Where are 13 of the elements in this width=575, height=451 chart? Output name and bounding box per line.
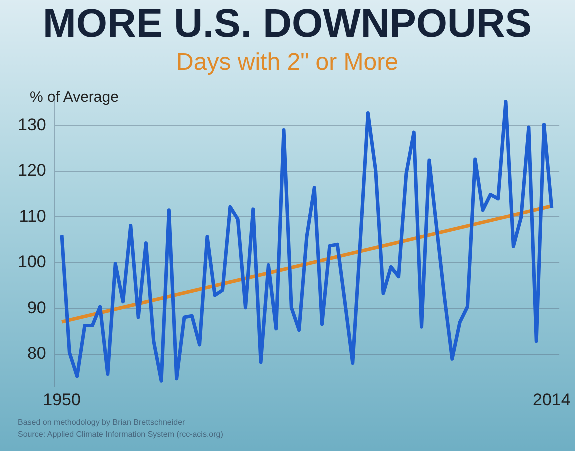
y-tick-label: 90: [27, 298, 46, 318]
y-tick-label: 110: [19, 206, 46, 226]
y-axis-title: % of Average: [30, 89, 119, 106]
x-tick-label: 2014: [532, 390, 571, 410]
chart-subtitle: Days with 2" or More: [176, 49, 400, 77]
y-tick-label: 120: [18, 161, 46, 180]
source-note: Source: Applied Climate Information System (rcc-acis.org): [18, 430, 224, 439]
y-tick-label: 100: [18, 252, 46, 272]
chart-title: MORE U.S. DOWNPOURS: [42, 2, 533, 47]
y-tick-label: 80: [27, 344, 46, 364]
text: Based on methodology by Brian Brettschneider: [18, 418, 186, 427]
y-tick-label: 130: [18, 115, 46, 134]
x-tick-label: 1950: [43, 390, 81, 410]
